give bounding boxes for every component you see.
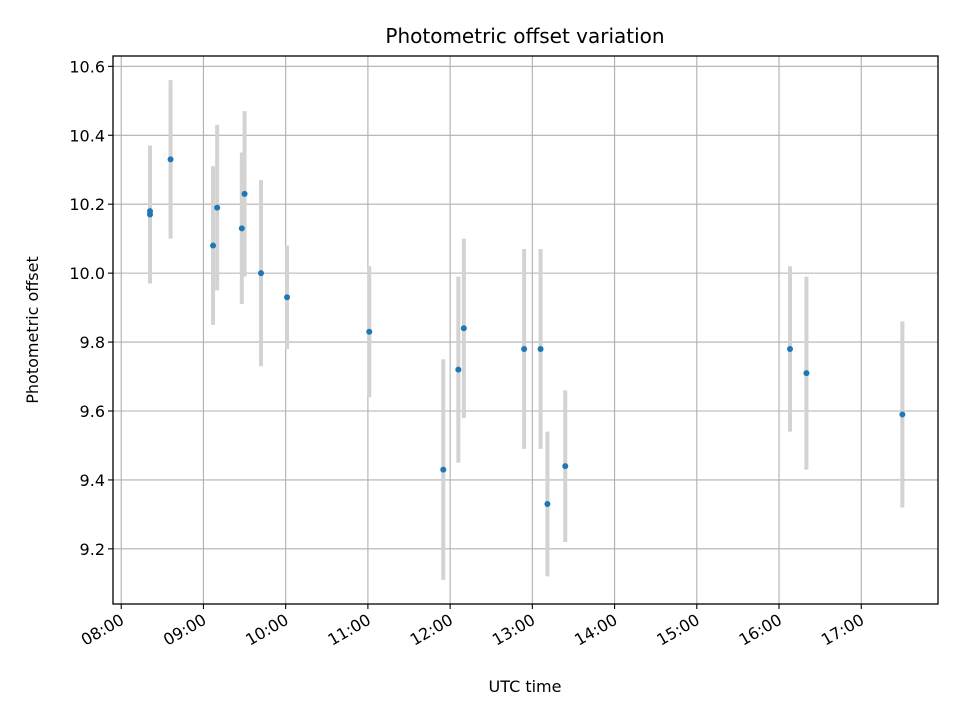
y-tick-label: 10.2 (69, 195, 105, 214)
y-axis: 9.2 9.4 9.6 9.8 10.0 10.2 10.4 10.6 (69, 57, 113, 559)
data-point (210, 242, 217, 249)
data-points (147, 156, 906, 508)
data-point (521, 345, 528, 352)
data-point (147, 208, 154, 215)
y-tick-label: 9.4 (80, 471, 105, 490)
data-point (537, 345, 544, 352)
y-tick-label: 10.4 (69, 126, 105, 145)
data-point (284, 294, 291, 301)
data-point (440, 466, 447, 473)
y-tick-label: 10.0 (69, 264, 105, 283)
data-point (544, 501, 551, 508)
data-point (899, 411, 906, 418)
data-point (238, 225, 245, 232)
chart-title: Photometric offset variation (385, 24, 664, 48)
data-point (562, 463, 569, 470)
y-tick-label: 10.6 (69, 57, 105, 76)
data-point (167, 156, 174, 163)
x-axis-label: UTC time (489, 677, 562, 696)
data-point (455, 366, 462, 373)
data-point (460, 325, 467, 332)
y-tick-label: 9.2 (80, 540, 105, 559)
data-point (258, 270, 265, 277)
y-tick-label: 9.8 (80, 333, 105, 352)
data-point (214, 204, 221, 211)
data-point (241, 190, 248, 197)
data-point (366, 328, 373, 335)
y-axis-label: Photometric offset (23, 256, 42, 404)
data-point (803, 370, 810, 377)
data-point (786, 345, 793, 352)
plot-frame (112, 55, 939, 605)
y-tick-label: 9.6 (80, 402, 105, 421)
